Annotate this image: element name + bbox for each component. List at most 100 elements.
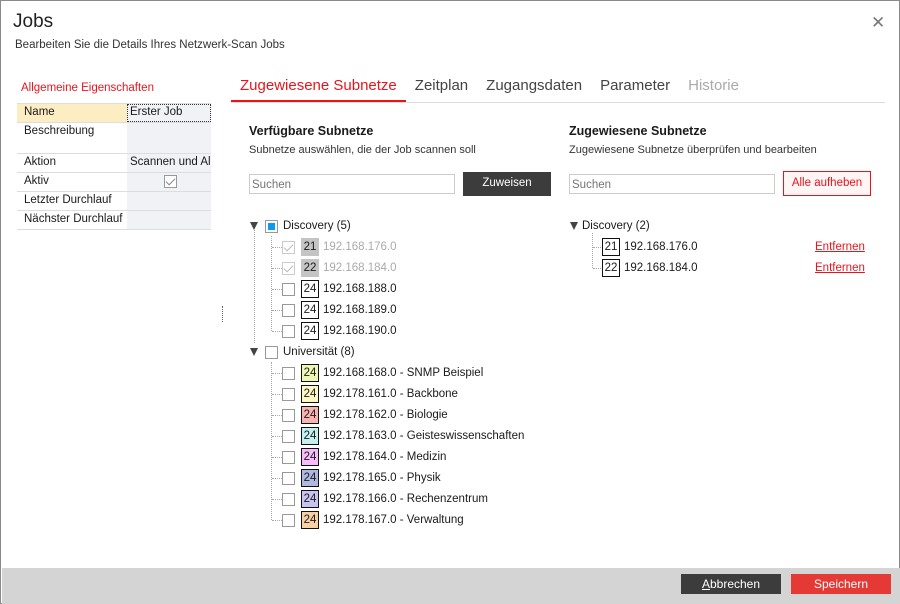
dialog-title: Jobs xyxy=(13,11,54,32)
property-key: Nächster Durchlauf xyxy=(24,213,123,225)
subnet-label: 192.168.188.0 xyxy=(323,283,397,295)
assigned-subnet-item: 21 192.168.176.0 xyxy=(596,237,698,257)
tree-group[interactable]: Discovery (5) xyxy=(250,216,351,236)
dialog-subtitle: Bearbeiten Sie die Details Ihres Netzwer… xyxy=(15,39,285,51)
tab-assigned-subnets[interactable]: Zugewiesene Subnetze xyxy=(231,77,406,102)
subnet-mask-badge: 21 xyxy=(301,238,319,256)
tree-line xyxy=(271,362,272,520)
group-checkbox[interactable] xyxy=(265,345,278,359)
subnet-item[interactable]: 24 192.168.168.0 - SNMP Beispiel xyxy=(282,363,483,383)
subnet-checkbox[interactable] xyxy=(282,366,295,380)
tab-schedule[interactable]: Zeitplan xyxy=(414,77,469,94)
subnet-item[interactable]: 24 192.178.165.0 - Physik xyxy=(282,468,441,488)
remove-link[interactable]: Entfernen xyxy=(815,262,865,274)
assigned-search-input[interactable] xyxy=(569,174,775,194)
subnet-label: 192.178.166.0 - Rechenzentrum xyxy=(323,493,488,505)
subnet-item[interactable]: 24 192.178.166.0 - Rechenzentrum xyxy=(282,489,488,509)
subnet-item[interactable]: 24 192.168.188.0 xyxy=(282,279,397,299)
property-row-description[interactable]: Beschreibung xyxy=(17,123,211,154)
tree-line xyxy=(272,331,282,332)
subnet-mask-badge: 24 xyxy=(301,490,319,508)
last-run-value xyxy=(127,192,211,210)
tree-line xyxy=(592,233,593,268)
subnet-item[interactable]: 24 192.168.189.0 xyxy=(282,300,397,320)
expand-arrow-icon[interactable] xyxy=(250,348,258,356)
group-label: Discovery (5) xyxy=(283,220,351,232)
tab-bar: Zugewiesene Subnetze Zeitplan Zugangsdat… xyxy=(231,77,748,102)
subnet-item[interactable]: 24 192.168.190.0 xyxy=(282,321,397,341)
subnet-item: 21 192.168.176.0 xyxy=(282,237,397,257)
tree-line xyxy=(593,247,601,248)
close-icon[interactable]: ✕ xyxy=(871,13,886,32)
subnet-item[interactable]: 24 192.178.162.0 - Biologie xyxy=(282,405,448,425)
subnet-mask-badge: 24 xyxy=(301,280,319,298)
remove-link[interactable]: Entfernen xyxy=(815,241,865,253)
tree-line xyxy=(272,310,282,311)
subnet-mask-badge: 22 xyxy=(301,259,319,277)
subnet-checkbox[interactable] xyxy=(282,282,295,296)
expand-arrow-icon[interactable] xyxy=(250,222,258,230)
panel-splitter[interactable] xyxy=(222,306,223,322)
subnet-checkbox xyxy=(282,240,295,254)
subnet-label: 192.178.167.0 - Verwaltung xyxy=(323,514,464,526)
subnet-mask-badge: 22 xyxy=(602,259,620,277)
subnet-item[interactable]: 24 192.178.164.0 - Medizin xyxy=(282,447,446,467)
next-run-value xyxy=(127,211,211,229)
property-row-last-run: Letzter Durchlauf xyxy=(17,192,211,211)
tab-credentials[interactable]: Zugangsdaten xyxy=(486,77,583,94)
subnet-label: 192.168.176.0 xyxy=(624,241,698,253)
subnet-mask-badge: 24 xyxy=(301,385,319,403)
subnet-checkbox[interactable] xyxy=(282,429,295,443)
tree-group[interactable]: Universität (8) xyxy=(250,342,355,362)
group-checkbox[interactable] xyxy=(265,219,278,233)
subnet-label: 192.168.190.0 xyxy=(323,325,397,337)
subnet-checkbox[interactable] xyxy=(282,450,295,464)
subnet-mask-badge: 21 xyxy=(602,238,620,256)
available-heading: Verfügbare Subnetze xyxy=(249,124,374,138)
subnet-checkbox[interactable] xyxy=(282,324,295,338)
tree-line xyxy=(272,289,282,290)
cancel-label: Abbrechen xyxy=(701,577,761,591)
assign-button[interactable]: Zuweisen xyxy=(463,172,551,196)
action-field[interactable]: Scannen und Al xyxy=(127,154,211,172)
group-label: Universität (8) xyxy=(283,346,355,358)
tree-line xyxy=(272,520,282,521)
tab-parameters[interactable]: Parameter xyxy=(600,77,671,94)
subnet-label: 192.178.164.0 - Medizin xyxy=(323,451,447,463)
properties-heading: Allgemeine Eigenschaften xyxy=(21,82,154,94)
tree-group[interactable]: Discovery (2) xyxy=(570,216,650,236)
assigned-heading: Zugewiesene Subnetze xyxy=(569,124,707,138)
subnet-checkbox[interactable] xyxy=(282,492,295,506)
active-checkbox[interactable] xyxy=(164,175,177,188)
subnet-checkbox xyxy=(282,261,295,275)
clear-all-button[interactable]: Alle aufheben xyxy=(783,171,871,196)
cancel-button[interactable]: Abbrechen xyxy=(681,574,781,594)
subnet-checkbox[interactable] xyxy=(282,303,295,317)
property-row-action[interactable]: Aktion Scannen und Al xyxy=(17,154,211,173)
property-row-active[interactable]: Aktiv xyxy=(17,173,211,192)
subnet-checkbox[interactable] xyxy=(282,513,295,527)
description-field[interactable] xyxy=(127,123,211,153)
subnet-mask-badge: 24 xyxy=(301,322,319,340)
expand-arrow-icon[interactable] xyxy=(570,222,578,230)
property-key: Aktion xyxy=(24,156,56,168)
subnet-label: 192.168.189.0 xyxy=(323,304,397,316)
subnet-item[interactable]: 24 192.178.161.0 - Backbone xyxy=(282,384,458,404)
tree-line xyxy=(272,457,282,458)
property-key: Aktiv xyxy=(24,175,49,187)
subnet-checkbox[interactable] xyxy=(282,471,295,485)
subnet-label: 192.178.162.0 - Biologie xyxy=(323,409,448,421)
available-subheading: Subnetze auswählen, die der Job scannen … xyxy=(249,144,476,156)
assigned-subnet-item: 22 192.168.184.0 xyxy=(596,258,698,278)
subnet-checkbox[interactable] xyxy=(282,408,295,422)
subnet-checkbox[interactable] xyxy=(282,387,295,401)
save-button[interactable]: Speichern xyxy=(791,574,891,594)
subnet-mask-badge: 24 xyxy=(301,511,319,529)
subnet-item[interactable]: 24 192.178.163.0 - Geisteswissenschaften xyxy=(282,426,524,446)
name-field[interactable]: Erster Job xyxy=(127,104,211,122)
subnet-item[interactable]: 24 192.178.167.0 - Verwaltung xyxy=(282,510,464,530)
property-row-name[interactable]: Name Erster Job xyxy=(17,104,211,123)
available-search-input[interactable] xyxy=(249,174,455,194)
tree-line xyxy=(271,236,272,331)
